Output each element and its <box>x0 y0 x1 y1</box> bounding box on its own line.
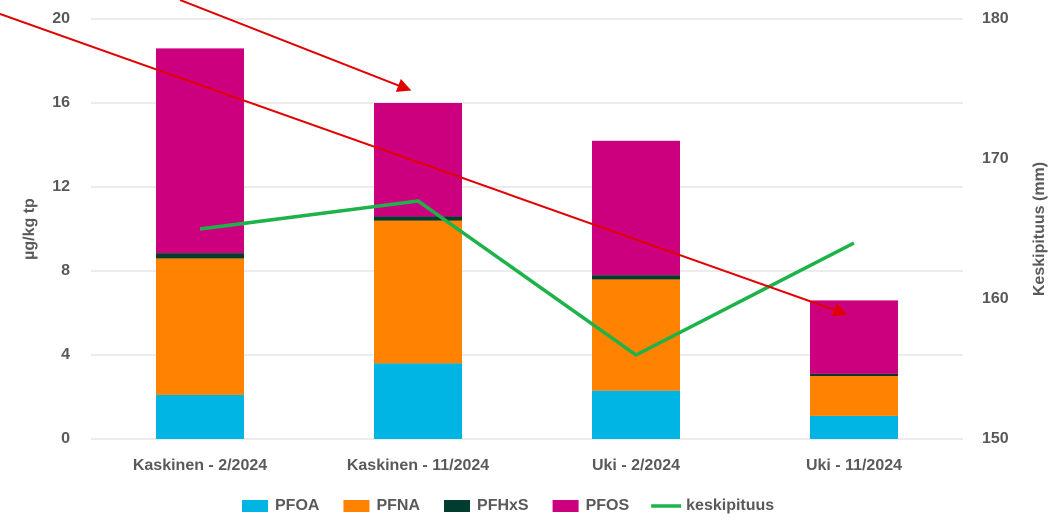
legend-label: keskipituus <box>686 497 774 514</box>
bar-segment <box>592 275 680 280</box>
y2-tick-label: 170 <box>982 150 1009 167</box>
legend: PFOA PFNA PFHxS PFOS keskipituus <box>242 497 774 514</box>
x-tick-label: Kaskinen - 11/2024 <box>347 457 489 474</box>
bar-segment <box>810 300 898 374</box>
y-tick-label: 0 <box>61 430 70 447</box>
legend-label: PFNA <box>376 497 420 514</box>
y-tick-label: 16 <box>52 94 70 111</box>
bar-segment <box>592 390 680 439</box>
y2-tick-label: 160 <box>982 290 1009 307</box>
bars <box>156 48 898 439</box>
x-tick-label: Uki - 11/2024 <box>806 457 902 474</box>
y-tick-label: 20 <box>52 10 70 27</box>
bar-segment <box>810 376 898 416</box>
line-series <box>199 199 855 358</box>
x-tick-label: Kaskinen - 2/2024 <box>133 457 267 474</box>
legend-swatch <box>242 500 268 512</box>
bar-segment <box>156 258 244 395</box>
legend-label: PFOA <box>275 497 320 514</box>
bar-segment <box>592 140 680 276</box>
legend-label: PFHxS <box>477 497 529 514</box>
y2-axis-title: Keskipituus (mm) <box>1031 162 1048 296</box>
y-tick-label: 4 <box>61 346 70 363</box>
y2-tick-label: 150 <box>982 430 1009 447</box>
legend-swatch <box>444 500 471 512</box>
bar-segment <box>156 48 244 254</box>
bar-segment <box>374 220 462 364</box>
bar-segment <box>374 216 462 221</box>
bar-segment <box>374 103 462 217</box>
annotation-arrow <box>0 13 848 317</box>
legend-label: PFOS <box>586 497 630 514</box>
annotation-arrow <box>179 0 412 92</box>
x-tick-label: Uki - 2/2024 <box>592 457 680 474</box>
lines <box>199 199 855 358</box>
bar-segment <box>374 363 462 439</box>
bar-segment <box>810 415 898 439</box>
legend-swatch <box>552 500 579 512</box>
bar-segment <box>156 394 244 439</box>
y2-tick-label: 180 <box>982 10 1009 27</box>
legend-swatch <box>343 500 370 512</box>
y-tick-label: 12 <box>52 178 70 195</box>
y-tick-label: 8 <box>61 262 70 279</box>
y-axis-title: µg/kg tp <box>21 198 38 260</box>
bar-segment <box>810 373 898 376</box>
bar-segment <box>156 253 244 259</box>
